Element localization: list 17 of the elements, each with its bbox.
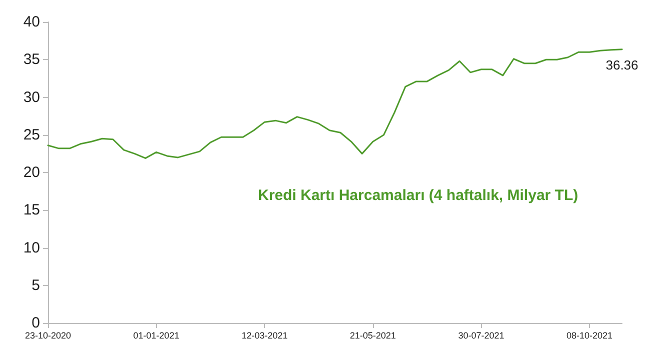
y-tick-label: 25 [23, 126, 40, 144]
x-tick-label: 21-05-2021 [350, 330, 396, 340]
y-tick-label: 40 [23, 14, 40, 30]
y-tick-label: 5 [32, 276, 40, 294]
y-tick-label: 35 [23, 51, 40, 68]
y-tick-label: 30 [23, 88, 40, 106]
y-tick-label: 10 [23, 239, 40, 256]
text: Kredi Kartı Harcamaları (4 haftalık, Milyar TL) [258, 187, 578, 204]
x-tick-label: 08-10-2021 [566, 330, 613, 340]
x-tick-label: 30-07-2021 [458, 330, 504, 340]
x-tick-label: 23-10-2020 [24, 330, 72, 340]
x-tick-label: 12-03-2021 [242, 330, 288, 340]
data-label: 36.36 [606, 57, 638, 72]
y-tick-label: 15 [23, 202, 40, 219]
x-tick-label: 01-01-2021 [133, 330, 180, 340]
y-tick-label: 20 [23, 164, 40, 181]
y-tick-label: 0 [32, 314, 40, 332]
